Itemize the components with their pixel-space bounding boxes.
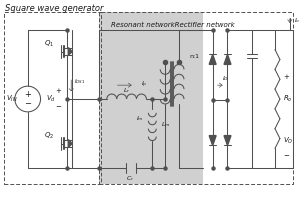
Text: $R_o$: $R_o$ [283, 94, 292, 104]
Text: Resonant networkRectifier network: Resonant networkRectifier network [111, 22, 235, 28]
Text: $I_o$: $I_o$ [294, 16, 300, 25]
Text: $V_d$: $V_d$ [46, 94, 56, 104]
Text: −: − [283, 153, 289, 159]
Text: $I_p$: $I_p$ [141, 80, 148, 90]
Bar [4, 12, 101, 184]
Polygon shape [224, 55, 231, 64]
Text: $L_m$: $L_m$ [161, 120, 171, 129]
Bar [99, 12, 203, 184]
Text: $V_{IN}$: $V_{IN}$ [6, 94, 18, 104]
Text: −: − [56, 104, 61, 110]
Polygon shape [209, 55, 216, 64]
Text: $Q_1$: $Q_1$ [44, 39, 55, 49]
Text: +: + [24, 90, 31, 99]
Text: $I_D$: $I_D$ [221, 74, 229, 83]
Text: $V_O$: $V_O$ [283, 136, 293, 146]
Bar [99, 12, 293, 184]
Text: $C_r$: $C_r$ [126, 174, 135, 183]
Polygon shape [68, 48, 72, 56]
Polygon shape [209, 136, 216, 145]
Text: $Q_2$: $Q_2$ [44, 131, 55, 141]
Polygon shape [224, 136, 231, 145]
Text: $I_{DS1}$: $I_{DS1}$ [74, 77, 85, 86]
Text: −: − [24, 100, 31, 108]
Text: Square wave generator: Square wave generator [5, 4, 103, 13]
Text: +: + [283, 74, 289, 80]
Polygon shape [68, 139, 72, 147]
Text: $I_m$: $I_m$ [136, 114, 143, 123]
Text: $L_r$: $L_r$ [123, 86, 130, 95]
Text: +: + [56, 88, 61, 94]
Text: n:1: n:1 [189, 54, 199, 59]
